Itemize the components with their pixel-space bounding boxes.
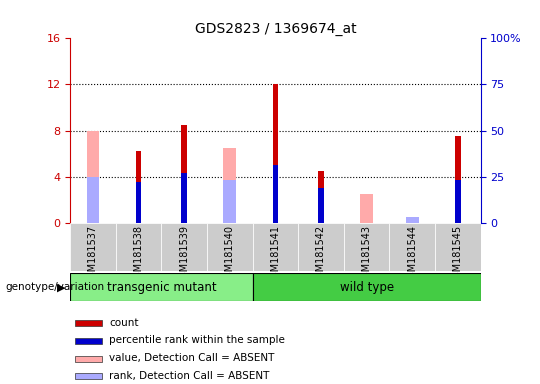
Bar bbox=[86, 131, 99, 223]
Text: GSM181539: GSM181539 bbox=[179, 225, 189, 284]
Bar bbox=[86, 177, 99, 223]
Bar bbox=[70, 223, 116, 271]
Bar bbox=[75, 338, 103, 344]
Bar bbox=[298, 223, 344, 271]
Bar bbox=[207, 223, 253, 271]
Bar bbox=[181, 125, 187, 223]
Bar bbox=[455, 180, 461, 223]
Bar bbox=[435, 223, 481, 271]
Text: GSM181544: GSM181544 bbox=[407, 225, 417, 284]
Bar bbox=[70, 273, 253, 301]
Bar bbox=[360, 194, 373, 223]
Text: percentile rank within the sample: percentile rank within the sample bbox=[109, 335, 285, 345]
Text: GSM181540: GSM181540 bbox=[225, 225, 235, 284]
Bar bbox=[389, 223, 435, 271]
Text: GSM181537: GSM181537 bbox=[88, 225, 98, 284]
Bar bbox=[318, 171, 324, 223]
Text: ▶: ▶ bbox=[57, 282, 66, 292]
Bar bbox=[344, 223, 389, 271]
Title: GDS2823 / 1369674_at: GDS2823 / 1369674_at bbox=[194, 22, 356, 36]
Bar bbox=[224, 148, 236, 223]
Bar bbox=[75, 356, 103, 362]
Bar bbox=[75, 320, 103, 326]
Bar bbox=[318, 188, 324, 223]
Text: rank, Detection Call = ABSENT: rank, Detection Call = ABSENT bbox=[109, 371, 269, 381]
Bar bbox=[253, 273, 481, 301]
Bar bbox=[181, 173, 187, 223]
Text: count: count bbox=[109, 318, 139, 328]
Bar bbox=[161, 223, 207, 271]
Bar bbox=[116, 223, 161, 271]
Bar bbox=[273, 84, 278, 223]
Bar bbox=[253, 223, 298, 271]
Bar bbox=[273, 165, 278, 223]
Bar bbox=[455, 136, 461, 223]
Text: GSM181538: GSM181538 bbox=[133, 225, 144, 284]
Text: GSM181543: GSM181543 bbox=[362, 225, 372, 284]
Text: transgenic mutant: transgenic mutant bbox=[106, 281, 216, 293]
Text: GSM181541: GSM181541 bbox=[271, 225, 280, 284]
Bar bbox=[136, 151, 141, 223]
Text: GSM181545: GSM181545 bbox=[453, 225, 463, 284]
Bar bbox=[136, 182, 141, 223]
Text: wild type: wild type bbox=[340, 281, 394, 293]
Text: genotype/variation: genotype/variation bbox=[5, 282, 105, 292]
Bar bbox=[406, 217, 418, 223]
Text: GSM181542: GSM181542 bbox=[316, 225, 326, 284]
Bar bbox=[75, 373, 103, 379]
Text: value, Detection Call = ABSENT: value, Detection Call = ABSENT bbox=[109, 353, 275, 363]
Bar bbox=[224, 180, 236, 223]
